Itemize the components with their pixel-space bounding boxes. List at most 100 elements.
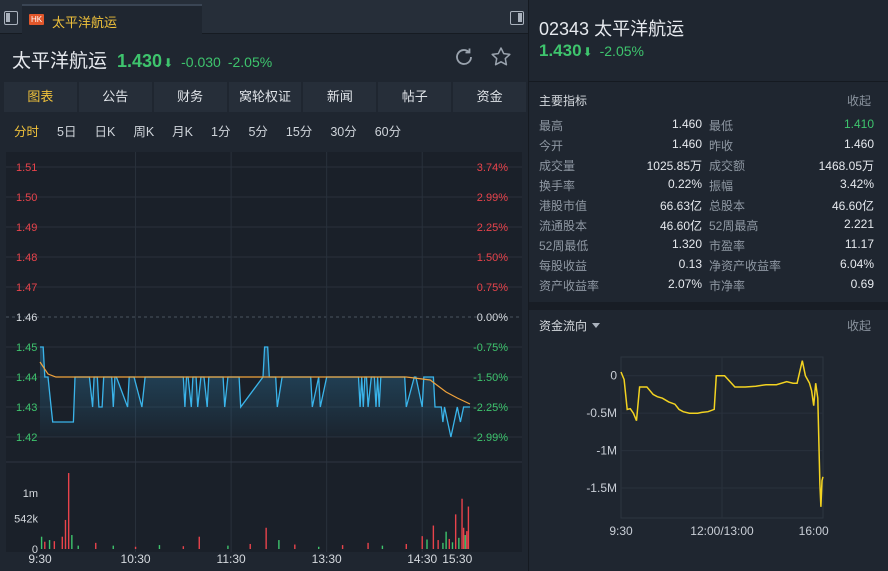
volume-bar <box>294 544 296 549</box>
volume-bar <box>458 537 460 549</box>
hk-badge: HK <box>29 14 44 25</box>
metric-label: 今开 <box>539 139 564 153</box>
metric-label: 净资产收益率 <box>709 259 782 273</box>
metric-label: 总股本 <box>709 199 746 213</box>
quote-price: 1.430 <box>539 41 582 60</box>
metrics-collapse-button[interactable]: 收起 <box>846 94 871 108</box>
metric-label: 成交量 <box>539 159 576 173</box>
metric-label: 资产收益率 <box>539 279 600 293</box>
period-30min[interactable]: 30分 <box>330 125 357 139</box>
y-tick-label: 1.47 <box>16 282 37 294</box>
period-15min[interactable]: 15分 <box>285 125 313 139</box>
y-tick-label: 1.48 <box>16 252 37 264</box>
metric-label: 成交额 <box>709 159 746 173</box>
metrics-header: 主要指标 收起 <box>539 92 871 110</box>
volume-bar <box>405 543 407 549</box>
volume-bar <box>278 540 280 549</box>
volume-tick-label: 0 <box>32 544 38 556</box>
metric-value: 1.410 <box>843 117 874 131</box>
pct-tick-label: -0.75% <box>473 342 508 354</box>
period-60min[interactable]: 60分 <box>374 125 402 139</box>
stock-code: 02343 <box>539 19 590 39</box>
metric-label: 换手率 <box>539 179 576 193</box>
volume-bar <box>44 541 46 549</box>
period-1min[interactable]: 1分 <box>211 125 231 139</box>
pct-tick-label: -2.99% <box>473 432 508 444</box>
period-monthly[interactable]: 月K <box>172 125 193 139</box>
x-tick-label: 14:30 <box>407 552 437 566</box>
metrics-row: 每股收益 0.13 净资产收益率 6.04% <box>539 257 874 277</box>
tab-capital[interactable]: 资金 <box>453 82 527 112</box>
tab-financials[interactable]: 财务 <box>153 82 227 112</box>
pct-tick-label: 3.74% <box>477 162 508 174</box>
flow-x-tick-label: 16:00 <box>799 524 829 538</box>
volume-bar <box>53 541 56 549</box>
divider <box>529 81 888 82</box>
stock-tab[interactable]: HK 太平洋航运 <box>22 4 202 34</box>
metric-value: 0.22% <box>667 177 702 191</box>
star-icon[interactable] <box>490 46 512 68</box>
pct-tick-label: -2.25% <box>473 402 508 414</box>
flow-collapse-button[interactable]: 收起 <box>846 319 871 333</box>
down-arrow-icon: ⬇ <box>582 45 593 59</box>
volume-bar <box>467 506 470 549</box>
sidebar-toggle-icon[interactable] <box>4 11 18 25</box>
volume-bar <box>134 546 137 549</box>
metric-label: 每股收益 <box>539 259 588 273</box>
volume-bar <box>249 543 251 549</box>
metric-value: 2.221 <box>843 217 874 231</box>
pct-tick-label: 2.99% <box>477 192 508 204</box>
tab-warrants[interactable]: 窝轮权证 <box>228 82 302 112</box>
metric-value: 0.69 <box>850 277 874 291</box>
period-5min[interactable]: 5分 <box>248 125 268 139</box>
metrics-row: 最高 1.460 最低 1.410 <box>539 117 874 137</box>
stock-price: 1.430 <box>117 51 163 71</box>
pct-tick-label: 0.00% <box>477 312 508 324</box>
quote-price-row: 1.430 ⬇ -2.05% <box>539 41 644 61</box>
volume-bar <box>77 545 79 549</box>
period-daily[interactable]: 日K <box>94 125 116 139</box>
metric-value: 2.07% <box>667 277 702 291</box>
tab-news[interactable]: 新闻 <box>303 82 377 112</box>
tab-chart[interactable]: 图表 <box>4 82 77 112</box>
period-5d[interactable]: 5日 <box>57 125 77 139</box>
y-tick-label: 1.46 <box>16 312 37 324</box>
metric-value: 46.60亿 <box>659 219 702 233</box>
volume-bar <box>318 546 320 549</box>
average-price-line <box>39 361 471 405</box>
y-tick-label: 1.42 <box>16 432 37 444</box>
volume-bar <box>445 531 447 549</box>
period-weekly[interactable]: 周K <box>133 125 155 139</box>
volume-bar <box>71 535 73 549</box>
volume-bar <box>40 536 43 549</box>
metric-value: 1468.05万 <box>818 159 874 173</box>
period-intraday[interactable]: 分时 <box>14 125 40 139</box>
tab-announcements[interactable]: 公告 <box>78 82 152 112</box>
metric-value: 66.63亿 <box>659 199 702 213</box>
flow-title[interactable]: 资金流向 <box>539 319 601 333</box>
volume-bar <box>67 473 70 549</box>
metric-value: 1.460 <box>671 137 702 151</box>
metric-label: 市盈率 <box>709 239 746 253</box>
y-tick-label: 1.49 <box>16 222 37 234</box>
metrics-row: 52周最低 1.320 市盈率 11.17 <box>539 237 874 257</box>
metrics-row: 资产收益率 2.07% 市净率 0.69 <box>539 277 874 297</box>
metric-label: 昨收 <box>709 139 734 153</box>
refresh-icon[interactable] <box>453 46 475 68</box>
tab-posts[interactable]: 帖子 <box>378 82 452 112</box>
intraday-chart[interactable]: 1.51 3.74% 1.50 2.99% 1.49 2.25% 1.48 1.50% 1.47… <box>0 150 528 571</box>
volume-bar <box>462 527 465 549</box>
panel-toggle-icon[interactable] <box>510 11 524 25</box>
price-area <box>40 347 470 437</box>
volume-bar <box>454 514 457 549</box>
down-arrow-icon: ⬇ <box>163 56 174 70</box>
y-tick-label: 1.51 <box>16 162 37 174</box>
metric-value: 11.17 <box>844 237 874 251</box>
y-tick-label: 1.45 <box>16 342 37 354</box>
volume-bar <box>451 542 454 549</box>
metric-value: 1.460 <box>671 117 702 131</box>
left-panel: HK 太平洋航运 太平洋航运 1.430 ⬇ -0.030 -2.05% 图表 … <box>0 4 528 571</box>
volume-bar <box>64 519 67 549</box>
stock-header: 太平洋航运 1.430 ⬇ -0.030 -2.05% <box>12 46 272 72</box>
